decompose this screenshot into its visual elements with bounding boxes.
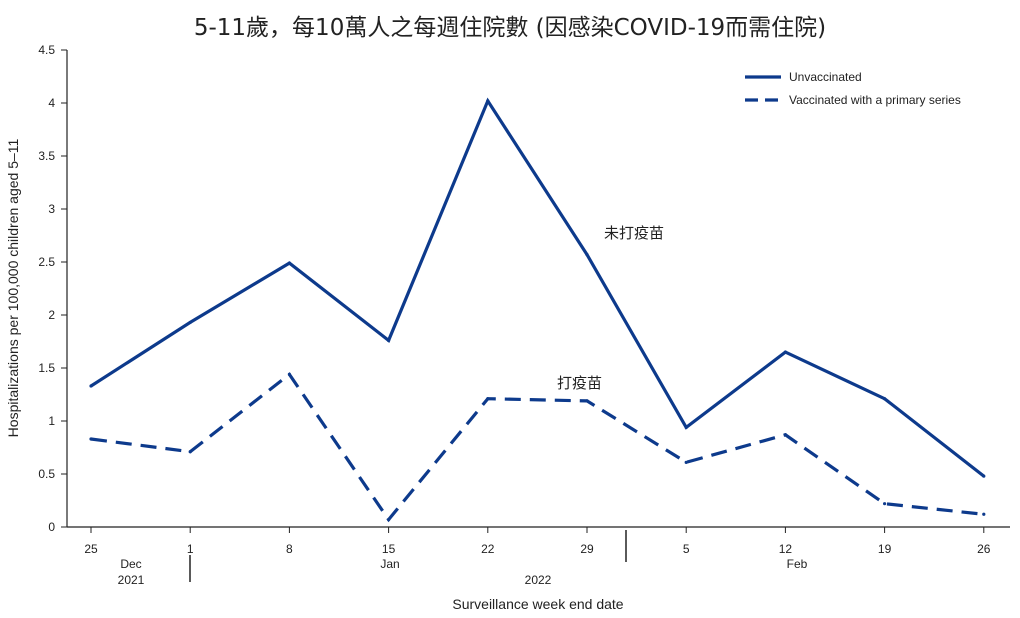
data-point-vaccinated <box>883 502 887 506</box>
x-tick-label: 15 <box>382 542 396 556</box>
data-point-vaccinated <box>387 517 391 522</box>
x-axis-title: Surveillance week end date <box>452 596 623 612</box>
data-point-unvaccinated <box>783 350 788 354</box>
y-tick-label: 0 <box>48 520 55 534</box>
y-tick-label: 2 <box>48 308 55 322</box>
y-tick-label: 0.5 <box>38 467 55 481</box>
legend-label-vaccinated: Vaccinated with a primary series <box>789 93 961 107</box>
data-point-vaccinated <box>89 437 93 441</box>
x-tick-label: 8 <box>286 542 293 556</box>
y-tick-label: 4.5 <box>38 43 55 57</box>
x-tick-label: 1 <box>187 542 194 556</box>
data-point-unvaccinated <box>287 261 291 265</box>
data-point-vaccinated <box>585 399 589 403</box>
annotation-vaccinated: 打疫苗 <box>557 374 602 392</box>
x-tick-label: 26 <box>977 542 991 556</box>
data-point-vaccinated <box>982 512 986 516</box>
y-tick-label: 3.5 <box>38 149 55 163</box>
data-point-vaccinated <box>783 433 788 437</box>
year-label-2022: 2022 <box>525 573 552 587</box>
x-tick-label: 5 <box>683 542 690 556</box>
data-point-unvaccinated <box>982 474 986 478</box>
y-axis-title: Hospitalizations per 100,000 children ag… <box>5 138 21 437</box>
x-tick-label: 29 <box>580 542 594 556</box>
year-label-2021: 2021 <box>118 573 145 587</box>
data-point-unvaccinated <box>188 320 192 325</box>
data-point-vaccinated <box>486 397 490 401</box>
x-tick-label: 19 <box>878 542 892 556</box>
data-point-unvaccinated <box>486 99 490 103</box>
y-tick-label: 1.5 <box>38 361 55 375</box>
x-tick-label: 22 <box>481 542 495 556</box>
annotation-unvaccinated: 未打疫苗 <box>604 224 664 242</box>
y-tick-label: 4 <box>48 96 55 110</box>
data-point-unvaccinated <box>89 384 93 388</box>
x-tick-label: 25 <box>84 542 98 556</box>
month-label-dec: Dec <box>120 557 141 571</box>
x-tick-label: 12 <box>779 542 793 556</box>
y-tick-label: 1 <box>48 414 55 428</box>
data-point-vaccinated <box>287 372 291 376</box>
month-label-jan: Jan <box>380 557 399 571</box>
y-tick-label: 3 <box>48 202 55 216</box>
month-label-feb: Feb <box>787 557 808 571</box>
data-point-unvaccinated <box>387 338 391 343</box>
legend-label-unvaccinated: Unvaccinated <box>789 70 862 84</box>
series-line-vaccinated <box>90 372 984 523</box>
data-point-unvaccinated <box>684 425 688 429</box>
y-tick-label: 2.5 <box>38 255 55 269</box>
data-point-vaccinated <box>684 460 688 464</box>
data-point-vaccinated <box>188 450 192 454</box>
series-line-unvaccinated <box>90 97 985 478</box>
data-point-unvaccinated <box>883 397 887 401</box>
chart-title: 5-11歲，每10萬人之每週住院數 (因感染COVID-19而需住院) <box>193 15 827 41</box>
data-point-unvaccinated <box>585 252 589 257</box>
